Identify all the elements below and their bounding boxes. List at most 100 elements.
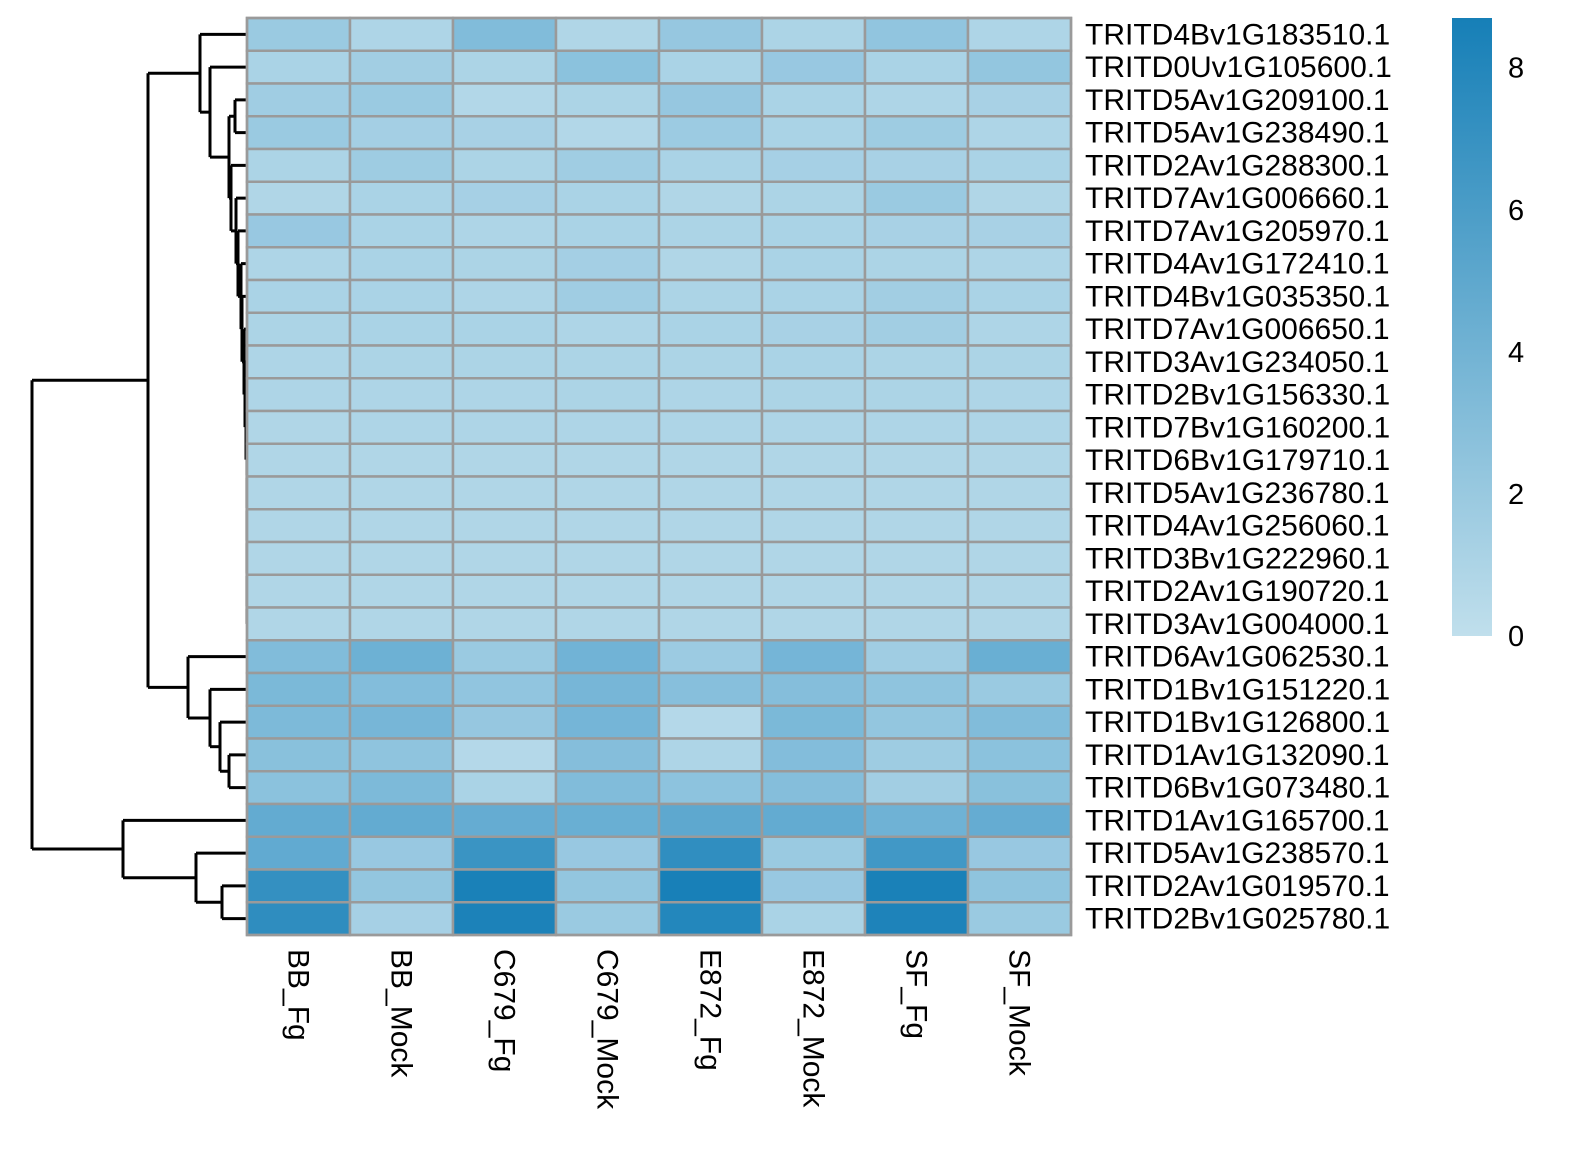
heatmap-cell bbox=[348, 246, 455, 282]
heatmap-cell bbox=[245, 213, 352, 249]
row-label: TRITD4Bv1G035350.1 bbox=[1085, 280, 1390, 313]
heatmap-cell bbox=[657, 147, 764, 183]
heatmap-border bbox=[245, 16, 1073, 937]
heatmap-cell bbox=[760, 802, 867, 838]
heatmap-cell bbox=[348, 16, 455, 52]
heatmap-cell bbox=[657, 606, 764, 642]
row-label: TRITD3Bv1G222960.1 bbox=[1085, 542, 1390, 575]
heatmap-cell bbox=[657, 213, 764, 249]
heatmap-cell bbox=[760, 737, 867, 773]
heatmap-cell bbox=[554, 147, 661, 183]
heatmap-cell bbox=[760, 835, 867, 871]
heatmap-cell bbox=[966, 639, 1073, 675]
heatmap-cell bbox=[657, 311, 764, 347]
heatmap-cell bbox=[245, 802, 352, 838]
column-label: E872_Fg bbox=[694, 949, 727, 1071]
heatmap-cell bbox=[657, 442, 764, 478]
heatmap-cell bbox=[657, 344, 764, 380]
heatmap-cell bbox=[863, 246, 970, 282]
heatmap-cell bbox=[348, 147, 455, 183]
heatmap-cell bbox=[554, 49, 661, 85]
heatmap-cell bbox=[863, 868, 970, 904]
heatmap-cell bbox=[348, 377, 455, 413]
row-label: TRITD6Av1G062530.1 bbox=[1085, 641, 1390, 674]
heatmap-cell bbox=[245, 671, 352, 707]
heatmap-cell bbox=[863, 377, 970, 413]
column-label: SF_Fg bbox=[900, 949, 933, 1039]
heatmap-cell bbox=[863, 835, 970, 871]
heatmap-cell bbox=[863, 409, 970, 445]
heatmap-cell bbox=[348, 475, 455, 511]
heatmap-cell bbox=[554, 770, 661, 806]
color-legend: 0 2 4 6 8 bbox=[1452, 18, 1524, 653]
row-label: TRITD5Av1G236780.1 bbox=[1085, 477, 1390, 510]
column-label: C679_Fg bbox=[488, 949, 521, 1072]
heatmap-cell bbox=[451, 311, 558, 347]
heatmap-cell bbox=[760, 671, 867, 707]
heatmap-cell bbox=[348, 639, 455, 675]
heatmap-cell bbox=[348, 770, 455, 806]
heatmap-cell bbox=[657, 49, 764, 85]
heatmap-cell bbox=[554, 606, 661, 642]
row-label: TRITD2Av1G019570.1 bbox=[1085, 870, 1390, 903]
heatmap-cell bbox=[760, 475, 867, 511]
heatmap-cell bbox=[760, 115, 867, 151]
heatmap-cell bbox=[451, 508, 558, 544]
heatmap-cell bbox=[451, 213, 558, 249]
row-labels: TRITD4Bv1G183510.1TRITD0Uv1G105600.1TRIT… bbox=[1085, 18, 1392, 935]
row-label: TRITD5Av1G238490.1 bbox=[1085, 117, 1390, 150]
heatmap-cell bbox=[348, 540, 455, 576]
heatmap-cell bbox=[760, 573, 867, 609]
heatmap-cell bbox=[760, 704, 867, 740]
heatmap-cell bbox=[657, 115, 764, 151]
legend-tick-label: 6 bbox=[1508, 195, 1524, 227]
heatmap-cell bbox=[863, 49, 970, 85]
heatmap-cell bbox=[863, 115, 970, 151]
heatmap-cell bbox=[966, 115, 1073, 151]
heatmap-cell bbox=[863, 475, 970, 511]
heatmap-cell bbox=[348, 901, 455, 937]
row-label: TRITD5Av1G238570.1 bbox=[1085, 837, 1390, 870]
heatmap-cell bbox=[245, 508, 352, 544]
heatmap-cell bbox=[657, 737, 764, 773]
heatmap-cell bbox=[760, 606, 867, 642]
heatmap-cell bbox=[966, 508, 1073, 544]
heatmap-cell bbox=[863, 16, 970, 52]
heatmap-cell bbox=[760, 213, 867, 249]
heatmap-cell bbox=[451, 246, 558, 282]
heatmap-cell bbox=[760, 16, 867, 52]
heatmap-cell bbox=[451, 278, 558, 314]
heatmap-cell bbox=[760, 377, 867, 413]
heatmap-cell bbox=[554, 868, 661, 904]
heatmap-cell bbox=[554, 704, 661, 740]
heatmap-cell bbox=[966, 770, 1073, 806]
heatmap-cell bbox=[451, 671, 558, 707]
row-label: TRITD6Bv1G073480.1 bbox=[1085, 772, 1390, 805]
row-label: TRITD1Bv1G151220.1 bbox=[1085, 673, 1390, 706]
heatmap-cell bbox=[760, 639, 867, 675]
heatmap-cell bbox=[451, 409, 558, 445]
heatmap-cell bbox=[348, 311, 455, 347]
heatmap-cell bbox=[760, 180, 867, 216]
heatmap-cell bbox=[863, 213, 970, 249]
legend-tick-label: 2 bbox=[1508, 479, 1524, 511]
column-label: SF_Mock bbox=[1003, 949, 1036, 1077]
row-label: TRITD3Av1G004000.1 bbox=[1085, 608, 1390, 641]
heatmap-cell bbox=[451, 115, 558, 151]
heatmap-cell bbox=[966, 344, 1073, 380]
heatmap-cell bbox=[657, 246, 764, 282]
heatmap-cell bbox=[451, 540, 558, 576]
heatmap-cell bbox=[657, 278, 764, 314]
heatmap-cell bbox=[863, 311, 970, 347]
heatmap-cell bbox=[966, 901, 1073, 937]
heatmap-cell bbox=[451, 770, 558, 806]
heatmap-cell bbox=[451, 475, 558, 511]
heatmap-cell bbox=[348, 213, 455, 249]
heatmap-cell bbox=[863, 180, 970, 216]
heatmap-cell bbox=[760, 311, 867, 347]
heatmap-cell bbox=[245, 344, 352, 380]
heatmap-cell bbox=[966, 377, 1073, 413]
heatmap-cell bbox=[245, 475, 352, 511]
heatmap-cell bbox=[554, 901, 661, 937]
heatmap-cell bbox=[348, 737, 455, 773]
